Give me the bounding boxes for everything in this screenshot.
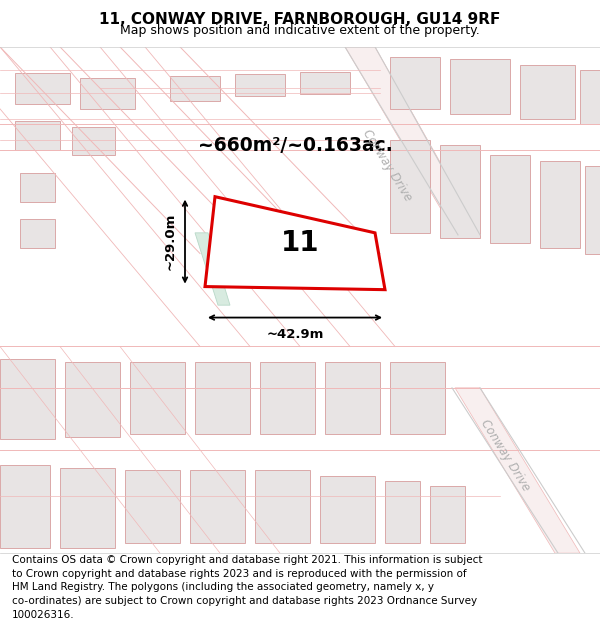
- Polygon shape: [440, 145, 480, 238]
- Polygon shape: [20, 219, 55, 248]
- Polygon shape: [345, 47, 480, 233]
- Polygon shape: [170, 76, 220, 101]
- Polygon shape: [300, 72, 350, 94]
- Polygon shape: [15, 121, 60, 150]
- Polygon shape: [15, 72, 70, 104]
- Polygon shape: [0, 465, 50, 548]
- Text: Conway Drive: Conway Drive: [478, 417, 532, 493]
- Polygon shape: [325, 362, 380, 434]
- Polygon shape: [130, 362, 185, 434]
- Polygon shape: [455, 388, 580, 553]
- Text: 11, CONWAY DRIVE, FARNBOROUGH, GU14 9RF: 11, CONWAY DRIVE, FARNBOROUGH, GU14 9RF: [100, 12, 500, 27]
- Polygon shape: [385, 481, 420, 542]
- Polygon shape: [60, 468, 115, 548]
- Text: ~29.0m: ~29.0m: [163, 213, 176, 271]
- Polygon shape: [390, 140, 430, 233]
- Polygon shape: [65, 362, 120, 438]
- Polygon shape: [20, 173, 55, 202]
- Polygon shape: [520, 66, 575, 119]
- Polygon shape: [190, 471, 245, 542]
- Text: ~660m²/~0.163ac.: ~660m²/~0.163ac.: [197, 136, 392, 154]
- Polygon shape: [72, 127, 115, 156]
- Polygon shape: [195, 362, 250, 434]
- Polygon shape: [390, 362, 445, 434]
- Polygon shape: [585, 166, 600, 254]
- Text: 11: 11: [281, 229, 319, 257]
- Polygon shape: [320, 476, 375, 542]
- Polygon shape: [260, 362, 315, 434]
- Polygon shape: [235, 74, 285, 96]
- Polygon shape: [450, 59, 510, 114]
- Polygon shape: [390, 58, 440, 109]
- Text: Contains OS data © Crown copyright and database right 2021. This information is : Contains OS data © Crown copyright and d…: [12, 555, 482, 619]
- Polygon shape: [255, 471, 310, 542]
- Text: Map shows position and indicative extent of the property.: Map shows position and indicative extent…: [120, 24, 480, 36]
- Polygon shape: [80, 78, 135, 109]
- Polygon shape: [240, 217, 275, 259]
- Text: ~42.9m: ~42.9m: [266, 328, 323, 341]
- Polygon shape: [0, 359, 55, 439]
- Polygon shape: [540, 161, 580, 248]
- Polygon shape: [490, 156, 530, 243]
- Polygon shape: [580, 69, 600, 124]
- Text: Conway Drive: Conway Drive: [360, 127, 414, 204]
- Polygon shape: [125, 471, 180, 542]
- Polygon shape: [205, 197, 385, 289]
- Polygon shape: [430, 486, 465, 542]
- Polygon shape: [195, 233, 230, 305]
